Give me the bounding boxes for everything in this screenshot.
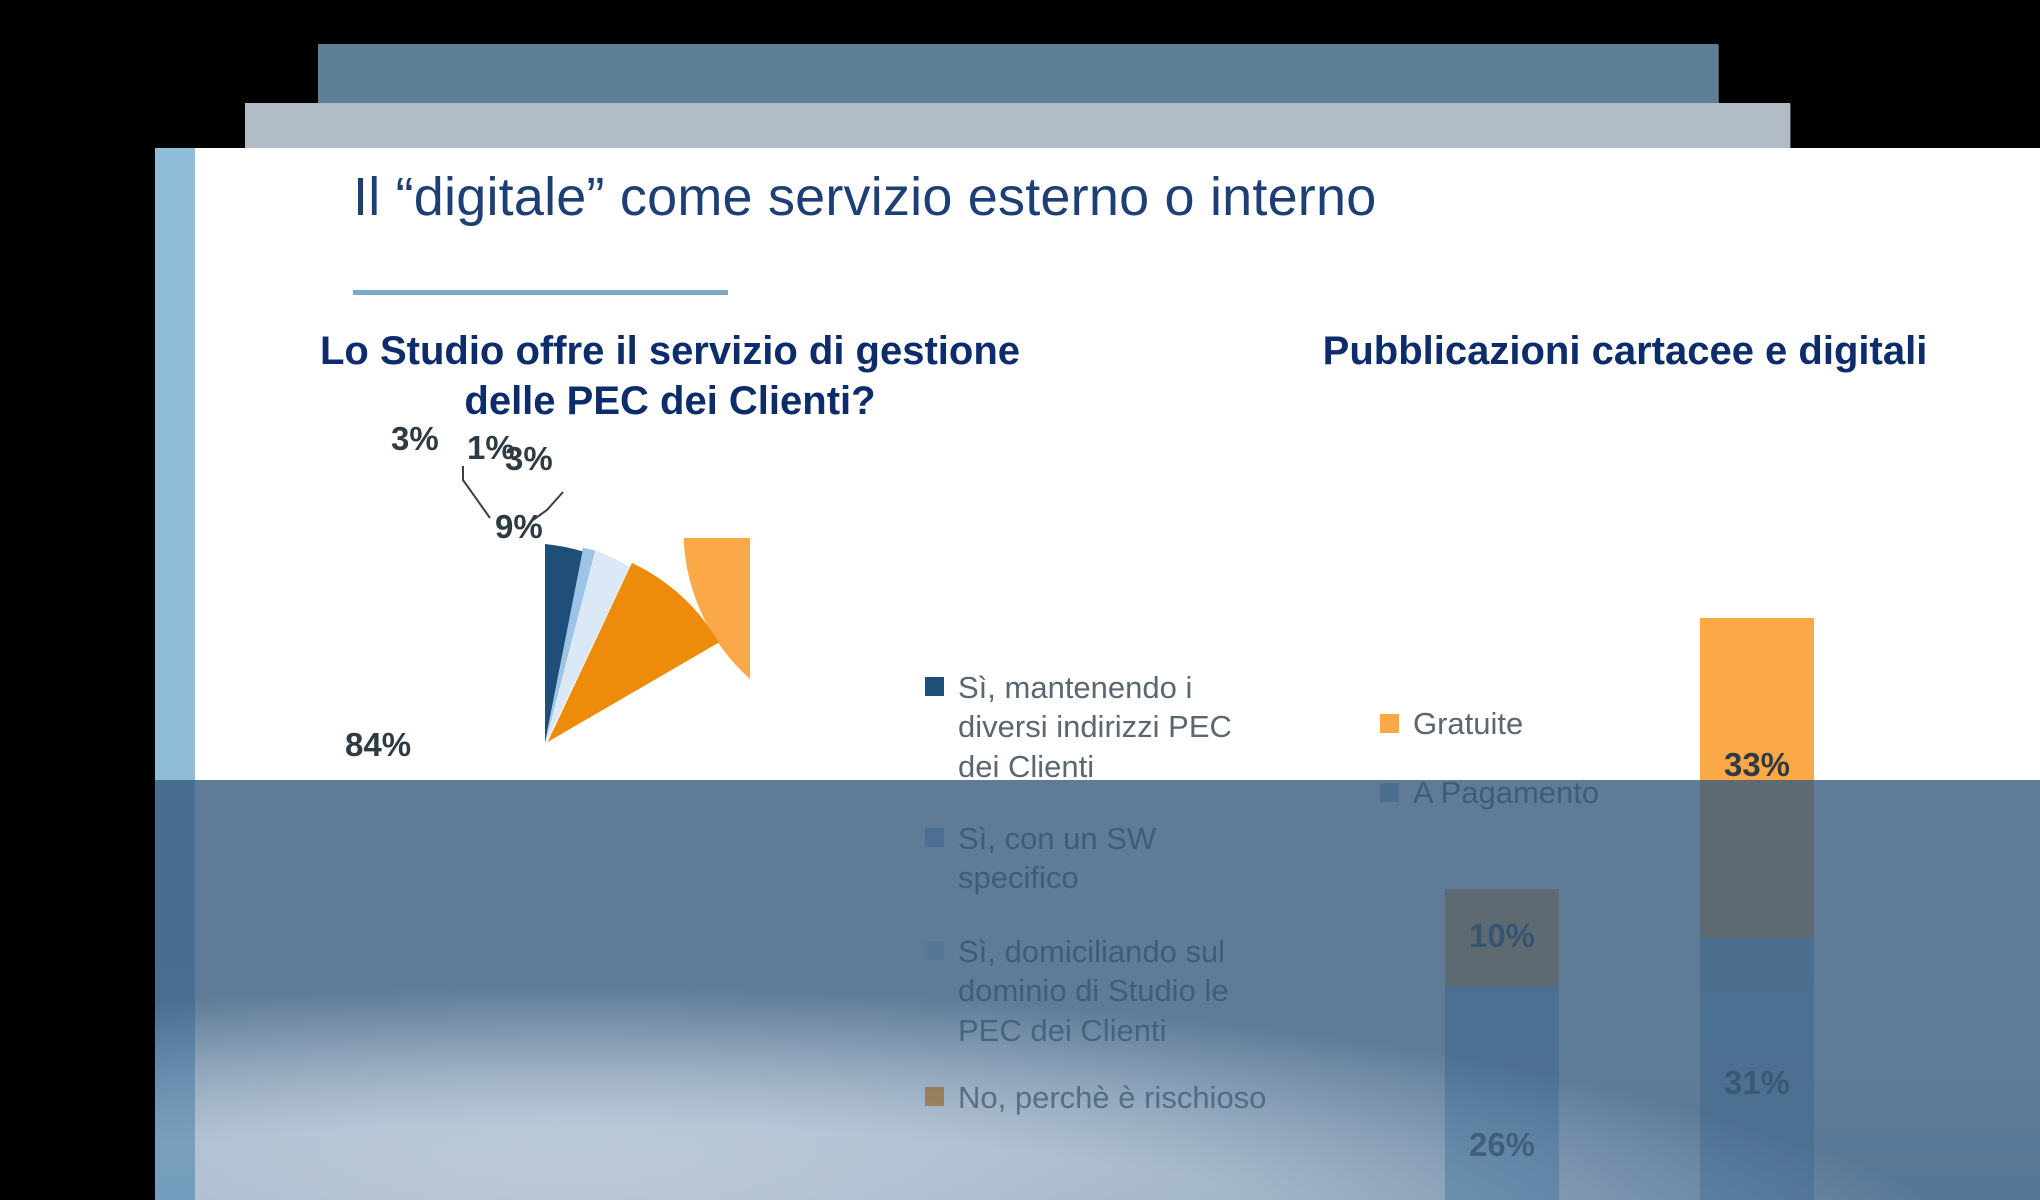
pie-chart-title: Lo Studio offre il servizio di gestione … (319, 329, 1021, 423)
pie-legend-label: No, perchè è rischioso (958, 1080, 1267, 1115)
legend-swatch-icon (925, 677, 944, 696)
pie-slice-si-domiciliando (546, 550, 630, 743)
bar-legend-label: Gratuite (1413, 706, 1524, 741)
bar-chart-title: Pubblicazioni cartacee e digitali (1322, 329, 1928, 373)
bar-value-digitali-pagamento: 31% (1723, 1064, 1791, 1101)
slide-content: Il “digitale” come servizio esterno o in… (195, 148, 2040, 1200)
pie-label-no-rischioso: 9% (495, 508, 543, 545)
pie-chart (340, 538, 750, 948)
pie-legend-item-si-domiciliando[interactable]: Sì, domiciliando sul dominio di Studio l… (925, 932, 1255, 1050)
bar-value-digitali-gratuite: 33% (1723, 746, 1791, 783)
pie-chart-svg (542, 538, 750, 743)
legend-swatch-icon (925, 828, 944, 847)
pie-legend-label: Sì, con un SW specifico (958, 821, 1157, 896)
pie-legend-item-si-sw-specifico[interactable]: Sì, con un SW specifico (925, 819, 1275, 898)
bar-legend-item-gratuite[interactable]: Gratuite (1380, 708, 1599, 739)
legend-swatch-icon (925, 1087, 944, 1106)
pie-slice-si-mantenendo (545, 544, 583, 743)
pie-legend-label: Sì, domiciliando sul dominio di Studio l… (958, 934, 1229, 1048)
bar-segment-digitali-pagamento[interactable]: 31% (1700, 938, 1814, 1200)
legend-swatch-icon (925, 941, 944, 960)
pie-legend-item-si-mantenendo[interactable]: Sì, mantenendo i diversi indirizzi PEC d… (925, 668, 1265, 786)
bar-segment-digitali-gratuite[interactable]: 33% (1700, 618, 1814, 938)
slide-accent-bar (155, 148, 195, 1200)
pie-legend-label: Sì, mantenendo i diversi indirizzi PEC d… (958, 670, 1232, 784)
legend-swatch-icon (1380, 714, 1399, 733)
leader-line-3a (462, 466, 491, 519)
page-title: Il “digitale” come servizio esterno o in… (353, 167, 1377, 227)
pie-label-si-sw: 1% (467, 429, 515, 466)
pie-slice-no-rischioso (547, 562, 719, 743)
pie-label-si-mantenendo: 3% (391, 420, 439, 457)
bar-column-digitali[interactable]: 33% 31% (1700, 618, 1814, 1200)
bar-value-cartacee-gratuite: 10% (1468, 917, 1536, 954)
title-divider (353, 290, 728, 295)
bar-segment-cartacee-gratuite[interactable]: 10% (1445, 889, 1559, 986)
bar-column-cartacee[interactable]: 10% 26% (1445, 889, 1559, 1200)
slide-card: Il “digitale” come servizio esterno o in… (155, 148, 2040, 1200)
pie-label-si-domiciliando: 3% (505, 440, 553, 477)
bar-segment-cartacee-pagamento[interactable]: 26% (1445, 986, 1559, 1200)
bar-value-cartacee-pagamento: 26% (1468, 1126, 1536, 1163)
pie-legend-item-no-rischioso[interactable]: No, perchè è rischioso (925, 1078, 1275, 1117)
pie-label-no-autonomi: 84% (345, 726, 412, 763)
pie-slice-si-sw-specifico (545, 547, 596, 743)
bar-chart-plot-area: 10% 26% 33% 31% (1375, 618, 1995, 1200)
